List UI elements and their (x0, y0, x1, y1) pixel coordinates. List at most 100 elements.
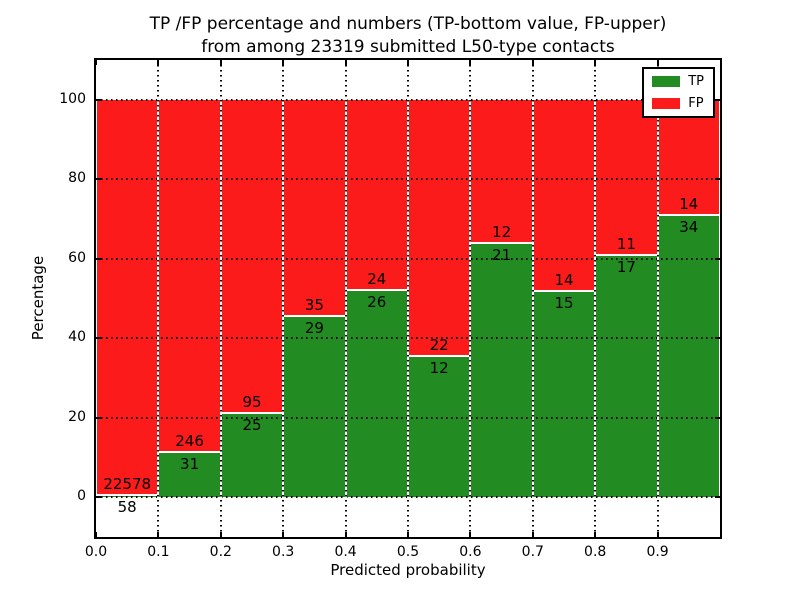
x-tick-label: 0.1 (147, 544, 170, 560)
gridline-vertical (219, 60, 222, 537)
x-axis-label: Predicted probability (330, 561, 486, 579)
bar-segment-tp (408, 356, 471, 498)
x-axis-tick-top (407, 60, 409, 65)
chart-title-line1: TP /FP percentage and numbers (TP-bottom… (149, 14, 667, 34)
chart-title: TP /FP percentage and numbers (TP-bottom… (96, 13, 720, 59)
gridline-vertical (157, 60, 160, 537)
bar-segment-tp (220, 414, 284, 498)
bar-label-fp: 22 (429, 335, 449, 354)
x-axis-tick-top (157, 60, 160, 65)
x-axis-tick (407, 532, 409, 537)
x-axis-tick-top (282, 60, 285, 65)
gridline-vertical (531, 60, 534, 537)
legend-item-tp: TP (652, 75, 704, 88)
gridline-vertical (594, 60, 597, 537)
y-tick-label: 20 (68, 408, 86, 425)
x-tick-label: 0.7 (521, 544, 544, 560)
x-axis-tick (282, 532, 285, 537)
x-axis-tick (469, 532, 472, 537)
x-axis-tick (656, 532, 659, 537)
bar-label-tp: 25 (242, 416, 262, 435)
legend-label-tp: TP (688, 74, 704, 89)
y-tick-label: 100 (59, 90, 86, 107)
x-axis-tick-top (469, 60, 472, 65)
y-tick-label: 40 (68, 329, 86, 346)
plot-area: 22578 58 246 31 95 25 35 29 24 26 22 12 12 21 14 15 11 17… (59, 58, 722, 560)
bar-label-fp: 12 (492, 223, 512, 242)
bar-segment-fp (532, 99, 596, 292)
x-axis-tick-top (219, 60, 222, 65)
legend-label-fp: FP (688, 96, 704, 111)
legend-item-fp: FP (652, 97, 704, 110)
y-axis-tick-right (715, 337, 720, 340)
bar-label-fp: 24 (367, 269, 387, 288)
y-axis-tick-right (715, 98, 720, 101)
x-axis-tick-top (95, 60, 97, 65)
y-axis-tick (96, 257, 101, 260)
legend-swatch-fp-icon (652, 98, 681, 109)
bar-segment-fp (158, 99, 221, 453)
chart-title-line2: from among 23319 submitted L50-type cont… (201, 37, 615, 57)
y-axis-tick (96, 416, 101, 419)
x-tick-label: 0.4 (334, 544, 357, 560)
bar-label-tp: 17 (616, 257, 636, 276)
y-tick-label: 0 (77, 488, 86, 505)
x-tick-label: 0.9 (646, 544, 669, 560)
bar-label-fp: 14 (554, 270, 574, 289)
x-tick-label: 0.3 (272, 544, 295, 560)
bar-segment-fp (283, 99, 346, 318)
x-axis-tick (344, 532, 347, 537)
y-tick-label: 60 (68, 249, 86, 266)
y-axis-tick-right (715, 496, 720, 499)
bar-segment-tp (532, 291, 596, 498)
bar-segment-tp (470, 244, 533, 498)
gridline-vertical (282, 60, 285, 537)
bar-label-tp: 15 (554, 293, 574, 312)
bar-segment-fp (96, 99, 159, 497)
bar-segment-fp (470, 99, 533, 245)
bar-label-fp: 95 (242, 393, 262, 412)
y-axis-tick-right (715, 416, 720, 419)
y-axis-tick-right (715, 257, 720, 260)
gridline-vertical (407, 60, 409, 537)
y-axis-tick-right (715, 178, 720, 181)
bar-label-tp: 26 (367, 292, 387, 311)
legend-swatch-tp-icon (652, 76, 681, 87)
bar-segment-fp (345, 99, 408, 291)
x-axis-tick (157, 532, 160, 537)
y-axis-tick (96, 178, 101, 181)
bar-label-tp: 21 (492, 246, 512, 265)
bar-segment-fp (595, 99, 658, 256)
bar-label-tp: 31 (180, 454, 200, 473)
gridline-vertical (469, 60, 472, 537)
bar-label-tp: 58 (117, 498, 137, 517)
x-axis-tick-top (656, 60, 659, 65)
x-axis-tick-top (594, 60, 597, 65)
bar-segment-tp (283, 317, 346, 498)
x-tick-label: 0.0 (84, 544, 108, 560)
x-axis-tick (594, 532, 597, 537)
bar-label-fp: 22578 (103, 475, 152, 494)
bar-label-fp: 246 (175, 431, 204, 450)
bar-label-fp: 11 (616, 234, 636, 253)
x-axis-tick (95, 532, 97, 537)
y-axis-tick (96, 496, 101, 499)
y-axis-tick (96, 337, 101, 340)
y-axis-label: Percentage (29, 255, 47, 341)
bar-label-fp: 14 (679, 194, 699, 213)
x-tick-label: 0.2 (209, 544, 232, 560)
y-axis-tick (96, 98, 101, 101)
bar-label-tp: 34 (679, 217, 699, 236)
y-tick-label: 80 (68, 170, 86, 187)
x-axis-tick (219, 532, 222, 537)
bar-segment-fp (408, 99, 471, 357)
bar-segment-tp (345, 290, 408, 498)
x-axis-tick-top (531, 60, 534, 65)
gridline-vertical (656, 60, 659, 537)
x-axis-tick (531, 532, 534, 537)
x-tick-label: 0.5 (396, 544, 420, 560)
bar-segment-tp (595, 255, 658, 498)
bar-label-tp: 12 (429, 358, 449, 377)
bar-segment-fp (657, 99, 720, 216)
